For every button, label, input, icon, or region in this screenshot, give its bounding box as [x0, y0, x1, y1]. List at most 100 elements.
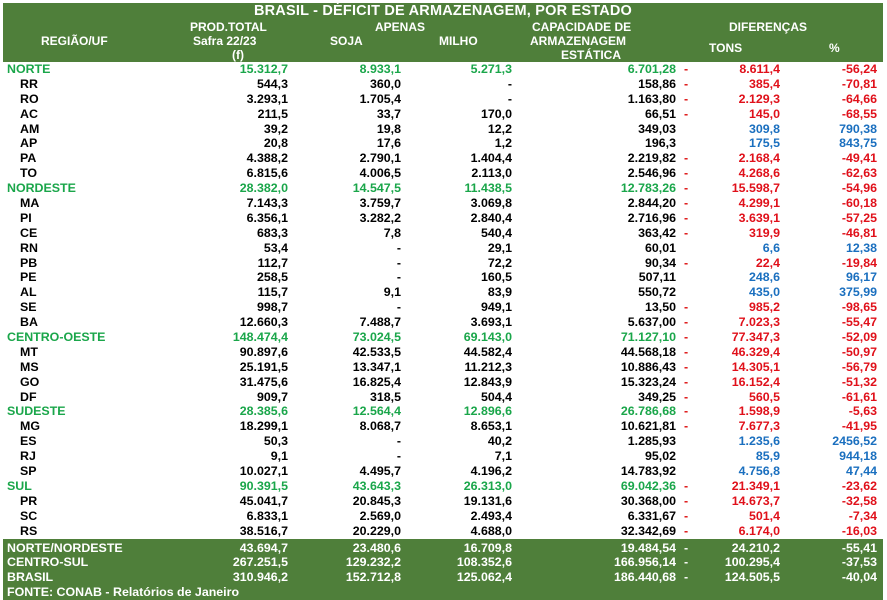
cell-dash: -	[684, 555, 689, 570]
cell-milho: 12.843,9	[463, 374, 512, 389]
cell-prod-total: 15.312,7	[239, 62, 288, 76]
cell-soja: -	[396, 300, 401, 315]
cell-prod-total: 7.143,3	[246, 196, 288, 211]
cell-prod-total: 998,7	[256, 300, 288, 315]
cell-diff-tons: 7.677,3	[738, 419, 780, 434]
cell-diff-pct: 944,18	[839, 449, 877, 464]
cell-diff-tons: 100.295,4	[724, 555, 780, 570]
row-name: NORDESTE	[7, 181, 76, 196]
cell-diff-pct: 790,38	[839, 121, 877, 136]
cell-diff-pct: -41,95	[841, 419, 877, 434]
cell-soja: 152.712,8	[345, 570, 401, 585]
cell-capacidade: 349,25	[638, 389, 676, 404]
row-name: ES	[20, 434, 37, 449]
state-row: MG 18.299,1 8.068,7 8.653,1 10.621,81- 7.677,…	[3, 419, 883, 434]
cell-capacidade: 2.219,82	[627, 151, 676, 166]
cell-milho: -	[507, 76, 512, 91]
row-name: AC	[20, 106, 38, 121]
cell-prod-total: 28.382,0	[239, 181, 288, 196]
cell-diff-tons: 2.168,4	[738, 151, 780, 166]
cell-soja: 4.006,5	[359, 166, 401, 181]
cell-soja: 1.705,4	[359, 91, 401, 106]
cell-capacidade: 186.440,68	[613, 570, 676, 585]
cell-diff-tons: 24.210,2	[731, 540, 780, 555]
table-title: BRASIL - DÉFICIT DE ARMAZENAGEM, POR EST…	[3, 3, 883, 20]
cell-prod-total: 267.251,5	[232, 555, 288, 570]
cell-soja: 43.643,3	[352, 478, 401, 493]
cell-prod-total: 909,7	[256, 389, 288, 404]
cell-prod-total: 3.293,1	[246, 91, 288, 106]
row-name: AM	[20, 121, 40, 136]
row-name: BA	[20, 315, 38, 330]
cell-diff-tons: 4.268,6	[738, 166, 780, 181]
cell-capacidade: 15.323,24	[620, 374, 676, 389]
state-row: SP 10.027,1 4.495,7 4.196,2 14.783,92 4.756,8…	[3, 464, 883, 479]
cell-prod-total: 6.815,6	[246, 166, 288, 181]
cell-diff-tons: 22,4	[755, 255, 780, 270]
cell-diff-pct: -49,41	[841, 151, 877, 166]
cell-diff-tons: 77.347,3	[731, 330, 780, 345]
cell-prod-total: 112,7	[257, 255, 288, 270]
cell-diff-pct: -52,09	[841, 330, 877, 345]
cell-milho: 949,1	[480, 300, 512, 315]
header-regiao: REGIÃO/UF	[41, 34, 108, 48]
row-name: CENTRO-SUL	[7, 555, 89, 570]
cell-diff-tons: 124.505,5	[724, 570, 780, 585]
cell-soja: 14.547,5	[352, 181, 401, 196]
cell-prod-total: 20,8	[263, 136, 288, 151]
header-cap-line3: ESTÁTICA	[561, 48, 621, 62]
cell-soja: 9,1	[383, 285, 401, 300]
cell-dash: -	[684, 359, 689, 374]
cell-prod-total: 53,4	[263, 240, 288, 255]
cell-prod-total: 544,3	[256, 76, 288, 91]
cell-dash: -	[684, 210, 689, 225]
cell-soja: 8.933,1	[359, 62, 401, 76]
cell-prod-total: 115,7	[257, 285, 288, 300]
state-row: AP 20,8 17,6 1,2 196,3 175,5 843,75	[3, 136, 883, 151]
cell-diff-tons: 4.756,8	[738, 464, 780, 479]
cell-prod-total: 28.385,6	[239, 404, 288, 419]
row-name: BRASIL	[7, 570, 54, 585]
cell-diff-pct: -62,63	[841, 166, 877, 181]
cell-diff-pct: -54,96	[841, 181, 877, 196]
cell-dash: -	[684, 166, 689, 181]
cell-diff-tons: 2.129,3	[738, 91, 780, 106]
header-prod-line2: Safra 22/23	[193, 34, 257, 48]
cell-capacidade: 44.568,18	[620, 344, 676, 359]
region-row: SUDESTE 28.385,6 12.564,4 12.896,6 26.786,68…	[3, 404, 883, 419]
cell-dash: -	[684, 106, 689, 121]
row-name: RN	[20, 240, 38, 255]
cell-capacidade: 26.786,68	[620, 404, 676, 419]
cell-milho: 12.896,6	[463, 404, 512, 419]
region-row: CENTRO-OESTE 148.474,4 73.024,5 69.143,0 71.…	[3, 330, 883, 345]
cell-milho: 29,1	[487, 240, 512, 255]
cell-diff-tons: 145,0	[748, 106, 780, 121]
cell-prod-total: 9,1	[270, 449, 288, 464]
cell-soja: 20.845,3	[352, 493, 401, 508]
cell-diff-pct: 375,99	[839, 285, 877, 300]
cell-diff-pct: -60,18	[841, 196, 877, 211]
cell-capacidade: 2.716,96	[627, 210, 676, 225]
cell-diff-pct: -57,25	[841, 210, 877, 225]
state-row: TO 6.815,6 4.006,5 2.113,0 2.546,96- 4.268,6 -…	[3, 166, 883, 181]
state-row: ES 50,3 - 40,2 1.285,93 1.235,6 2456,52	[3, 434, 883, 449]
cell-milho: 12,2	[487, 121, 512, 136]
cell-milho: 16.709,8	[463, 540, 512, 555]
cell-capacidade: 66,51	[644, 106, 676, 121]
cell-milho: 2.840,4	[470, 210, 512, 225]
cell-prod-total: 258,5	[256, 270, 288, 285]
cell-capacidade: 1.285,93	[627, 434, 676, 449]
cell-prod-total: 6.356,1	[246, 210, 288, 225]
cell-milho: 2.113,0	[471, 166, 512, 181]
cell-diff-tons: 14.673,7	[731, 493, 780, 508]
cell-soja: 12.564,4	[352, 404, 401, 419]
row-name: GO	[20, 374, 40, 389]
cell-diff-tons: 16.152,4	[731, 374, 780, 389]
cell-dash: -	[684, 315, 689, 330]
row-name: DF	[20, 389, 37, 404]
state-row: PA 4.388,2 2.790,1 1.404,4 2.219,82- 2.168,4 -…	[3, 151, 883, 166]
state-row: PR 45.041,7 20.845,3 19.131,6 30.368,00- 14.6…	[3, 494, 883, 509]
cell-prod-total: 31.475,6	[239, 374, 288, 389]
cell-soja: -	[396, 255, 401, 270]
row-name: RO	[20, 91, 39, 106]
